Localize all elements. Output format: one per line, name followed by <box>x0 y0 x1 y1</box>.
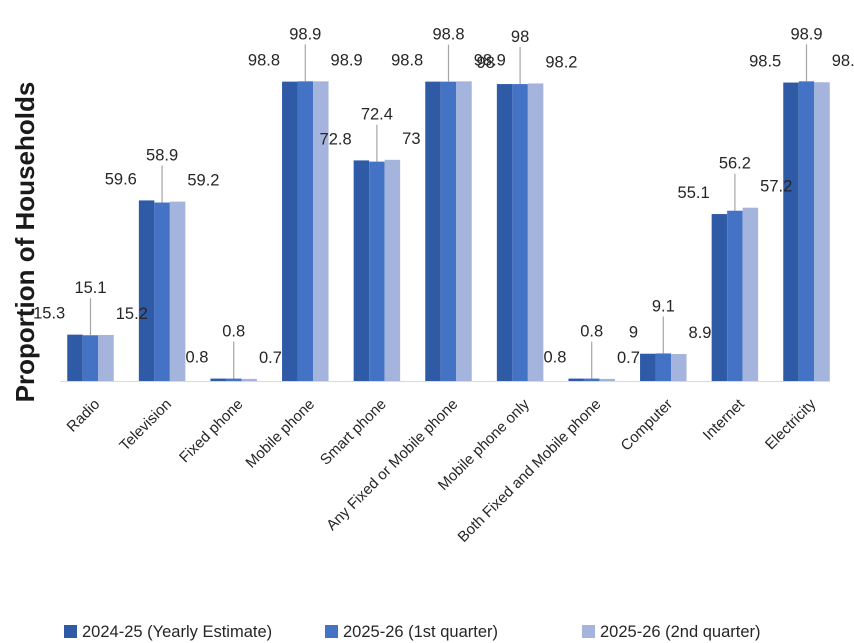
bars-group <box>60 81 830 382</box>
legend-swatch <box>64 625 77 638</box>
bar <box>727 210 743 381</box>
data-label: 15.1 <box>74 279 106 297</box>
data-label: 98.8 <box>432 26 464 44</box>
data-label: 0.8 <box>222 323 245 341</box>
leader-lines <box>89 44 808 379</box>
legend-label: 2024-25 (Yearly Estimate) <box>82 623 272 641</box>
bar <box>67 334 83 381</box>
category-tick-label: Electricity <box>762 395 820 453</box>
legend-label: 2025-26 (1st quarter) <box>343 623 498 641</box>
data-label: 9 <box>629 324 638 342</box>
bar <box>671 354 687 381</box>
bar <box>599 378 615 381</box>
data-label: 98 <box>511 28 529 46</box>
bar <box>496 84 513 381</box>
bar <box>154 202 170 381</box>
bar <box>210 378 226 381</box>
category-tick-label: Mobile phone <box>242 396 318 472</box>
category-tick-label: Internet <box>700 395 749 444</box>
category-tick-label: Computer <box>618 396 677 455</box>
data-label: 9.1 <box>652 297 675 315</box>
data-label: 55.1 <box>678 184 710 202</box>
bar <box>369 161 385 381</box>
data-label: 0.8 <box>544 349 567 367</box>
data-label: 98.8 <box>391 52 423 70</box>
data-label: 72.8 <box>320 130 352 148</box>
data-label: 15.3 <box>33 305 65 323</box>
bar <box>742 207 759 381</box>
bar <box>225 378 242 381</box>
legend-label: 2025-26 (2nd quarter) <box>600 623 761 641</box>
data-label: 72.4 <box>361 106 393 124</box>
bar <box>353 160 370 381</box>
bar <box>282 81 298 382</box>
data-label: 59.6 <box>105 170 137 188</box>
category-tick-label: Television <box>116 396 175 455</box>
bar <box>711 214 728 381</box>
data-label: 15.2 <box>116 305 148 323</box>
data-label: 57.2 <box>760 178 792 196</box>
bar <box>640 353 656 381</box>
category-tick-label: Smart phone <box>317 396 390 469</box>
bar <box>425 81 441 382</box>
bar <box>583 378 600 381</box>
data-label: 98.2 <box>545 53 577 71</box>
bar <box>313 81 329 381</box>
data-label: 8.9 <box>689 324 712 342</box>
data-label: 98.9 <box>331 51 363 69</box>
bar <box>798 81 815 381</box>
legend: 2024-25 (Yearly Estimate) 2025-26 (1st qu… <box>64 623 761 641</box>
data-label: 98.6 <box>832 52 854 70</box>
data-label: 98.9 <box>474 51 506 69</box>
category-tick-label: Fixed phone <box>176 396 246 466</box>
data-labels: 15.315.115.259.658.959.20.80.80.798.898.… <box>33 25 854 367</box>
y-axis-label: Proportion of Households <box>10 82 40 403</box>
data-label: 0.7 <box>617 349 640 367</box>
bar <box>568 378 584 381</box>
bar <box>814 82 830 381</box>
legend-swatch <box>325 625 338 638</box>
category-tick-label: Both Fixed and Mobile phone <box>455 396 605 546</box>
bar <box>169 201 186 381</box>
data-label: 98.8 <box>248 52 280 70</box>
data-label: 0.8 <box>186 349 209 367</box>
legend-swatch <box>582 625 595 638</box>
bar <box>456 81 472 381</box>
bar <box>655 353 672 381</box>
category-tick-label: Any Fixed or Mobile phone <box>323 396 461 534</box>
data-label: 98.9 <box>790 25 822 43</box>
data-label: 98 <box>476 54 494 72</box>
bar <box>138 200 155 381</box>
bar <box>384 159 401 381</box>
bar <box>527 83 544 381</box>
data-label: 0.7 <box>259 349 282 367</box>
data-label: 56.2 <box>719 155 751 173</box>
data-label: 58.9 <box>146 147 178 165</box>
data-label: 73 <box>402 130 420 148</box>
data-label: 98.5 <box>749 53 781 71</box>
category-tick-label: Radio <box>64 396 104 436</box>
bar <box>98 334 114 381</box>
data-label: 59.2 <box>187 172 219 190</box>
bar <box>241 378 257 381</box>
bar <box>82 335 99 381</box>
data-label: 98.9 <box>289 25 321 43</box>
bar <box>440 81 457 382</box>
data-label: 0.8 <box>580 323 603 341</box>
bar <box>783 82 799 382</box>
bar <box>512 84 528 381</box>
bar <box>297 81 314 381</box>
